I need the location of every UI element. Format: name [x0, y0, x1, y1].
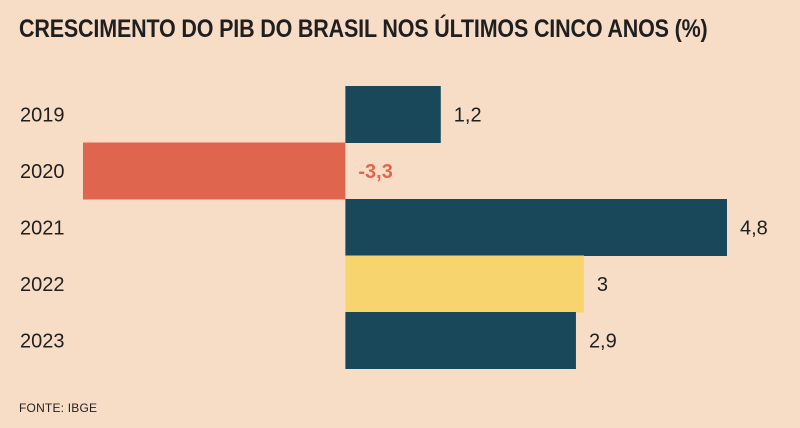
bar-2022	[345, 255, 584, 313]
value-label-2022: 3	[597, 274, 608, 296]
chart-title: CRESCIMENTO DO PIB DO BRASIL NOS ÚLTIMOS…	[19, 15, 708, 43]
category-label: 2021	[20, 218, 65, 240]
source-note: FONTE: IBGE	[19, 401, 98, 415]
value-label-2019: 1,2	[454, 105, 482, 127]
value-label-2023: 2,9	[589, 331, 617, 353]
bar-2021	[345, 199, 727, 256]
bar-2023	[345, 312, 576, 369]
category-label: 2020	[20, 161, 65, 183]
value-label-2020: -3,3	[358, 161, 392, 183]
category-label: 2022	[20, 274, 65, 296]
bar-2019	[345, 86, 441, 143]
bar-2020	[83, 142, 346, 200]
value-label-2021: 4,8	[740, 218, 768, 240]
category-label: 2023	[20, 331, 65, 353]
category-label: 2019	[20, 105, 65, 127]
title-wrap: CRESCIMENTO DO PIB DO BRASIL NOS ÚLTIMOS…	[19, 17, 800, 42]
